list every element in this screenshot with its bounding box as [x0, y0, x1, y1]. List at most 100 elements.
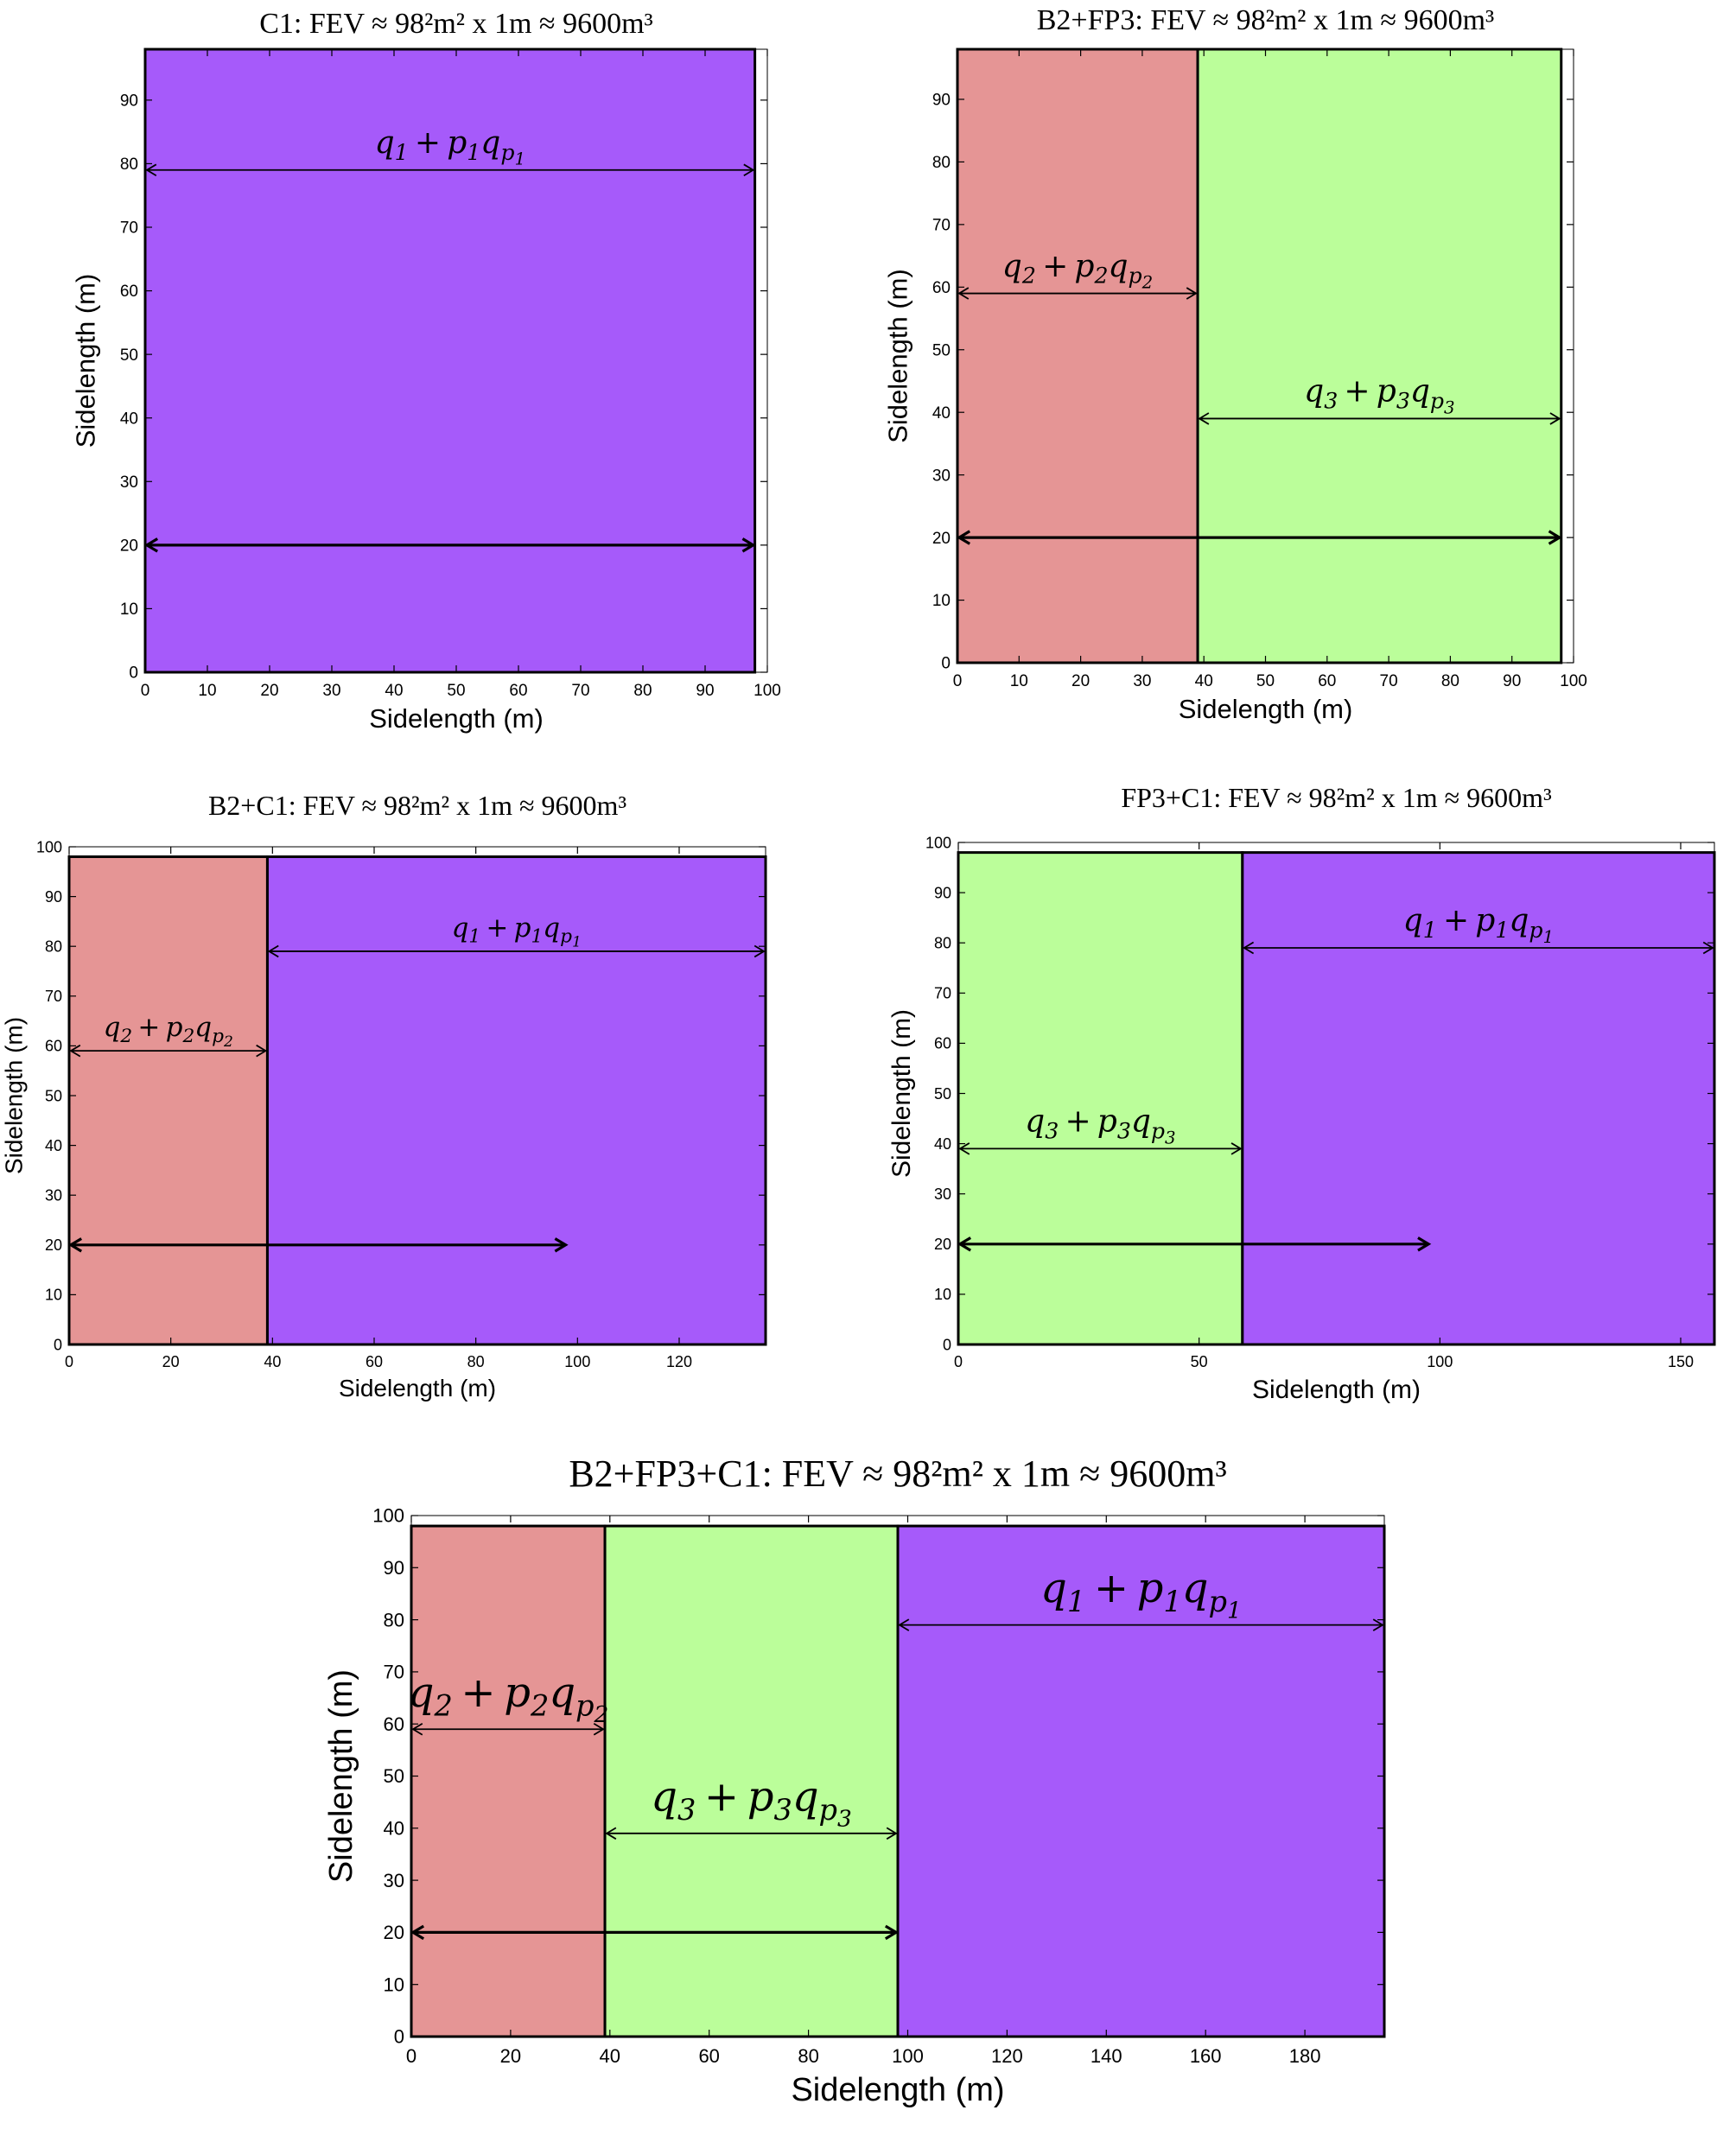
arrow-label: q3 + p3qp3 [1025, 1104, 1175, 1148]
y-tick-label: 80 [45, 938, 62, 956]
x-tick-label: 80 [798, 2045, 818, 2067]
x-tick-label: 0 [65, 1353, 73, 1370]
arrow-head-left [267, 944, 279, 958]
y-axis-label: Sidelength (m) [887, 1009, 916, 1178]
x-tick-label: 10 [1010, 672, 1028, 690]
region-b2 [67, 855, 269, 1346]
x-tick-label: 0 [141, 682, 150, 700]
x-tick-label: 0 [953, 672, 963, 690]
arrow-label: q1 + p1qp1 [1403, 903, 1554, 947]
y-tick-label: 90 [120, 92, 138, 111]
x-tick-label: 20 [260, 682, 278, 700]
y-axis-label: Sidelength (m) [0, 1017, 27, 1174]
y-tick-label: 20 [934, 1236, 951, 1253]
arrow-label: q2 + p2qp2 [104, 1012, 233, 1051]
arrow-head-right [1549, 412, 1561, 425]
dimension-arrow [267, 944, 766, 958]
y-tick-label: 30 [932, 467, 951, 485]
region-fp3 [603, 1524, 900, 2038]
dimension-arrow [958, 1142, 1243, 1155]
dimension-arrow [411, 1722, 605, 1736]
y-tick-label: 10 [934, 1286, 951, 1303]
y-tick-label: 40 [384, 1818, 404, 1840]
x-tick-label: 60 [698, 2045, 719, 2067]
region-c1 [265, 855, 767, 1346]
arrow-label: q3 + p3qp3 [651, 1772, 852, 1832]
x-tick-label: 120 [666, 1353, 692, 1370]
x-tick-label: 140 [1091, 2045, 1122, 2067]
x-tick-label: 100 [1560, 672, 1587, 690]
arrow-head-right [256, 1044, 268, 1058]
arrow-head-right [884, 1924, 900, 1941]
x-tick-label: 50 [1191, 1353, 1208, 1370]
y-tick-label: 0 [394, 2026, 404, 2048]
chart-title: C1: FEV ≈ 98²m² x 1m ≈ 9600m³ [259, 8, 652, 40]
x-tick-label: 80 [633, 682, 652, 700]
y-tick-label: 50 [45, 1087, 62, 1104]
arrow-head-left [69, 1044, 81, 1058]
y-axis-label: Sidelength (m) [883, 269, 913, 443]
y-tick-label: 60 [45, 1038, 62, 1055]
chart-title: B2+C1: FEV ≈ 98²m² x 1m ≈ 9600m³ [208, 790, 626, 821]
x-tick-label: 60 [366, 1353, 383, 1370]
dimension-arrow [69, 1044, 268, 1058]
x-tick-label: 20 [500, 2045, 521, 2067]
dimension-arrow [1243, 941, 1714, 955]
y-tick-label: 100 [36, 838, 62, 855]
y-tick-label: 100 [925, 834, 951, 851]
y-tick-label: 70 [120, 219, 138, 238]
x-axis-label: Sidelength (m) [791, 2072, 1004, 2108]
x-tick-label: 100 [564, 1353, 590, 1370]
x-tick-label: 30 [322, 682, 340, 700]
y-tick-label: 80 [120, 156, 138, 174]
y-tick-label: 90 [384, 1557, 404, 1579]
chart-title: FP3+C1: FEV ≈ 98²m² x 1m ≈ 9600m³ [1121, 782, 1551, 813]
arrow-head-right [1548, 530, 1562, 545]
chart-b2-fp3-c1: B2+FP3+C1: FEV ≈ 98²m² x 1m ≈ 9600m³ q1 +… [323, 1452, 1386, 2108]
x-tick-label: 80 [467, 1353, 485, 1370]
y-tick-label: 0 [129, 664, 138, 683]
x-tick-label: 120 [991, 2045, 1023, 2067]
x-tick-label: 50 [1256, 672, 1275, 690]
chart-title: B2+FP3: FEV ≈ 98²m² x 1m ≈ 9600m³ [1037, 4, 1494, 36]
region-b2 [956, 48, 1199, 664]
chart-b2-fp3: B2+FP3: FEV ≈ 98²m² x 1m ≈ 9600m³ q2 + p2… [883, 4, 1587, 724]
x-tick-label: 40 [385, 682, 403, 700]
y-tick-label: 50 [384, 1765, 404, 1787]
arrow-head-right [1230, 1142, 1243, 1155]
region-c1 [143, 48, 757, 674]
chart-fp3-c1: FP3+C1: FEV ≈ 98²m² x 1m ≈ 9600m³ q1 + p1… [887, 782, 1716, 1404]
y-tick-label: 90 [45, 888, 62, 906]
arrow-label: q1 + p1qp1 [375, 125, 525, 169]
x-tick-label: 180 [1289, 2045, 1321, 2067]
x-tick-label: 0 [406, 2045, 417, 2067]
x-tick-label: 60 [1318, 672, 1336, 690]
x-tick-label: 20 [1071, 672, 1090, 690]
arrow-head-right [754, 944, 766, 958]
y-tick-label: 40 [934, 1135, 951, 1153]
y-tick-label: 60 [932, 279, 951, 297]
x-tick-label: 10 [198, 682, 216, 700]
y-tick-label: 20 [120, 537, 138, 556]
x-axis-label: Sidelength (m) [369, 703, 544, 734]
arrow-head-right [554, 1237, 569, 1253]
dimension-arrow [145, 163, 755, 177]
y-tick-label: 60 [384, 1713, 404, 1735]
y-tick-label: 40 [120, 410, 138, 428]
chart-c1: C1: FEV ≈ 98²m² x 1m ≈ 9600m³ q1 + p1qp1 0… [71, 8, 781, 734]
region-c1 [1241, 851, 1716, 1346]
x-tick-label: 160 [1190, 2045, 1222, 2067]
x-tick-label: 150 [1668, 1353, 1694, 1370]
dimension-arrow [1198, 412, 1561, 425]
x-tick-label: 90 [1503, 672, 1521, 690]
x-tick-label: 70 [571, 682, 589, 700]
y-axis-label: Sidelength (m) [323, 1669, 359, 1883]
y-tick-label: 70 [45, 988, 62, 1005]
y-tick-label: 60 [120, 283, 138, 301]
arrow-label: q3 + p3qp3 [1304, 374, 1454, 418]
arrow-head-left [898, 1618, 910, 1631]
x-tick-label: 40 [600, 2045, 620, 2067]
arrow-head-right [593, 1722, 605, 1736]
y-tick-label: 30 [934, 1185, 951, 1203]
region-b2 [410, 1524, 607, 2038]
